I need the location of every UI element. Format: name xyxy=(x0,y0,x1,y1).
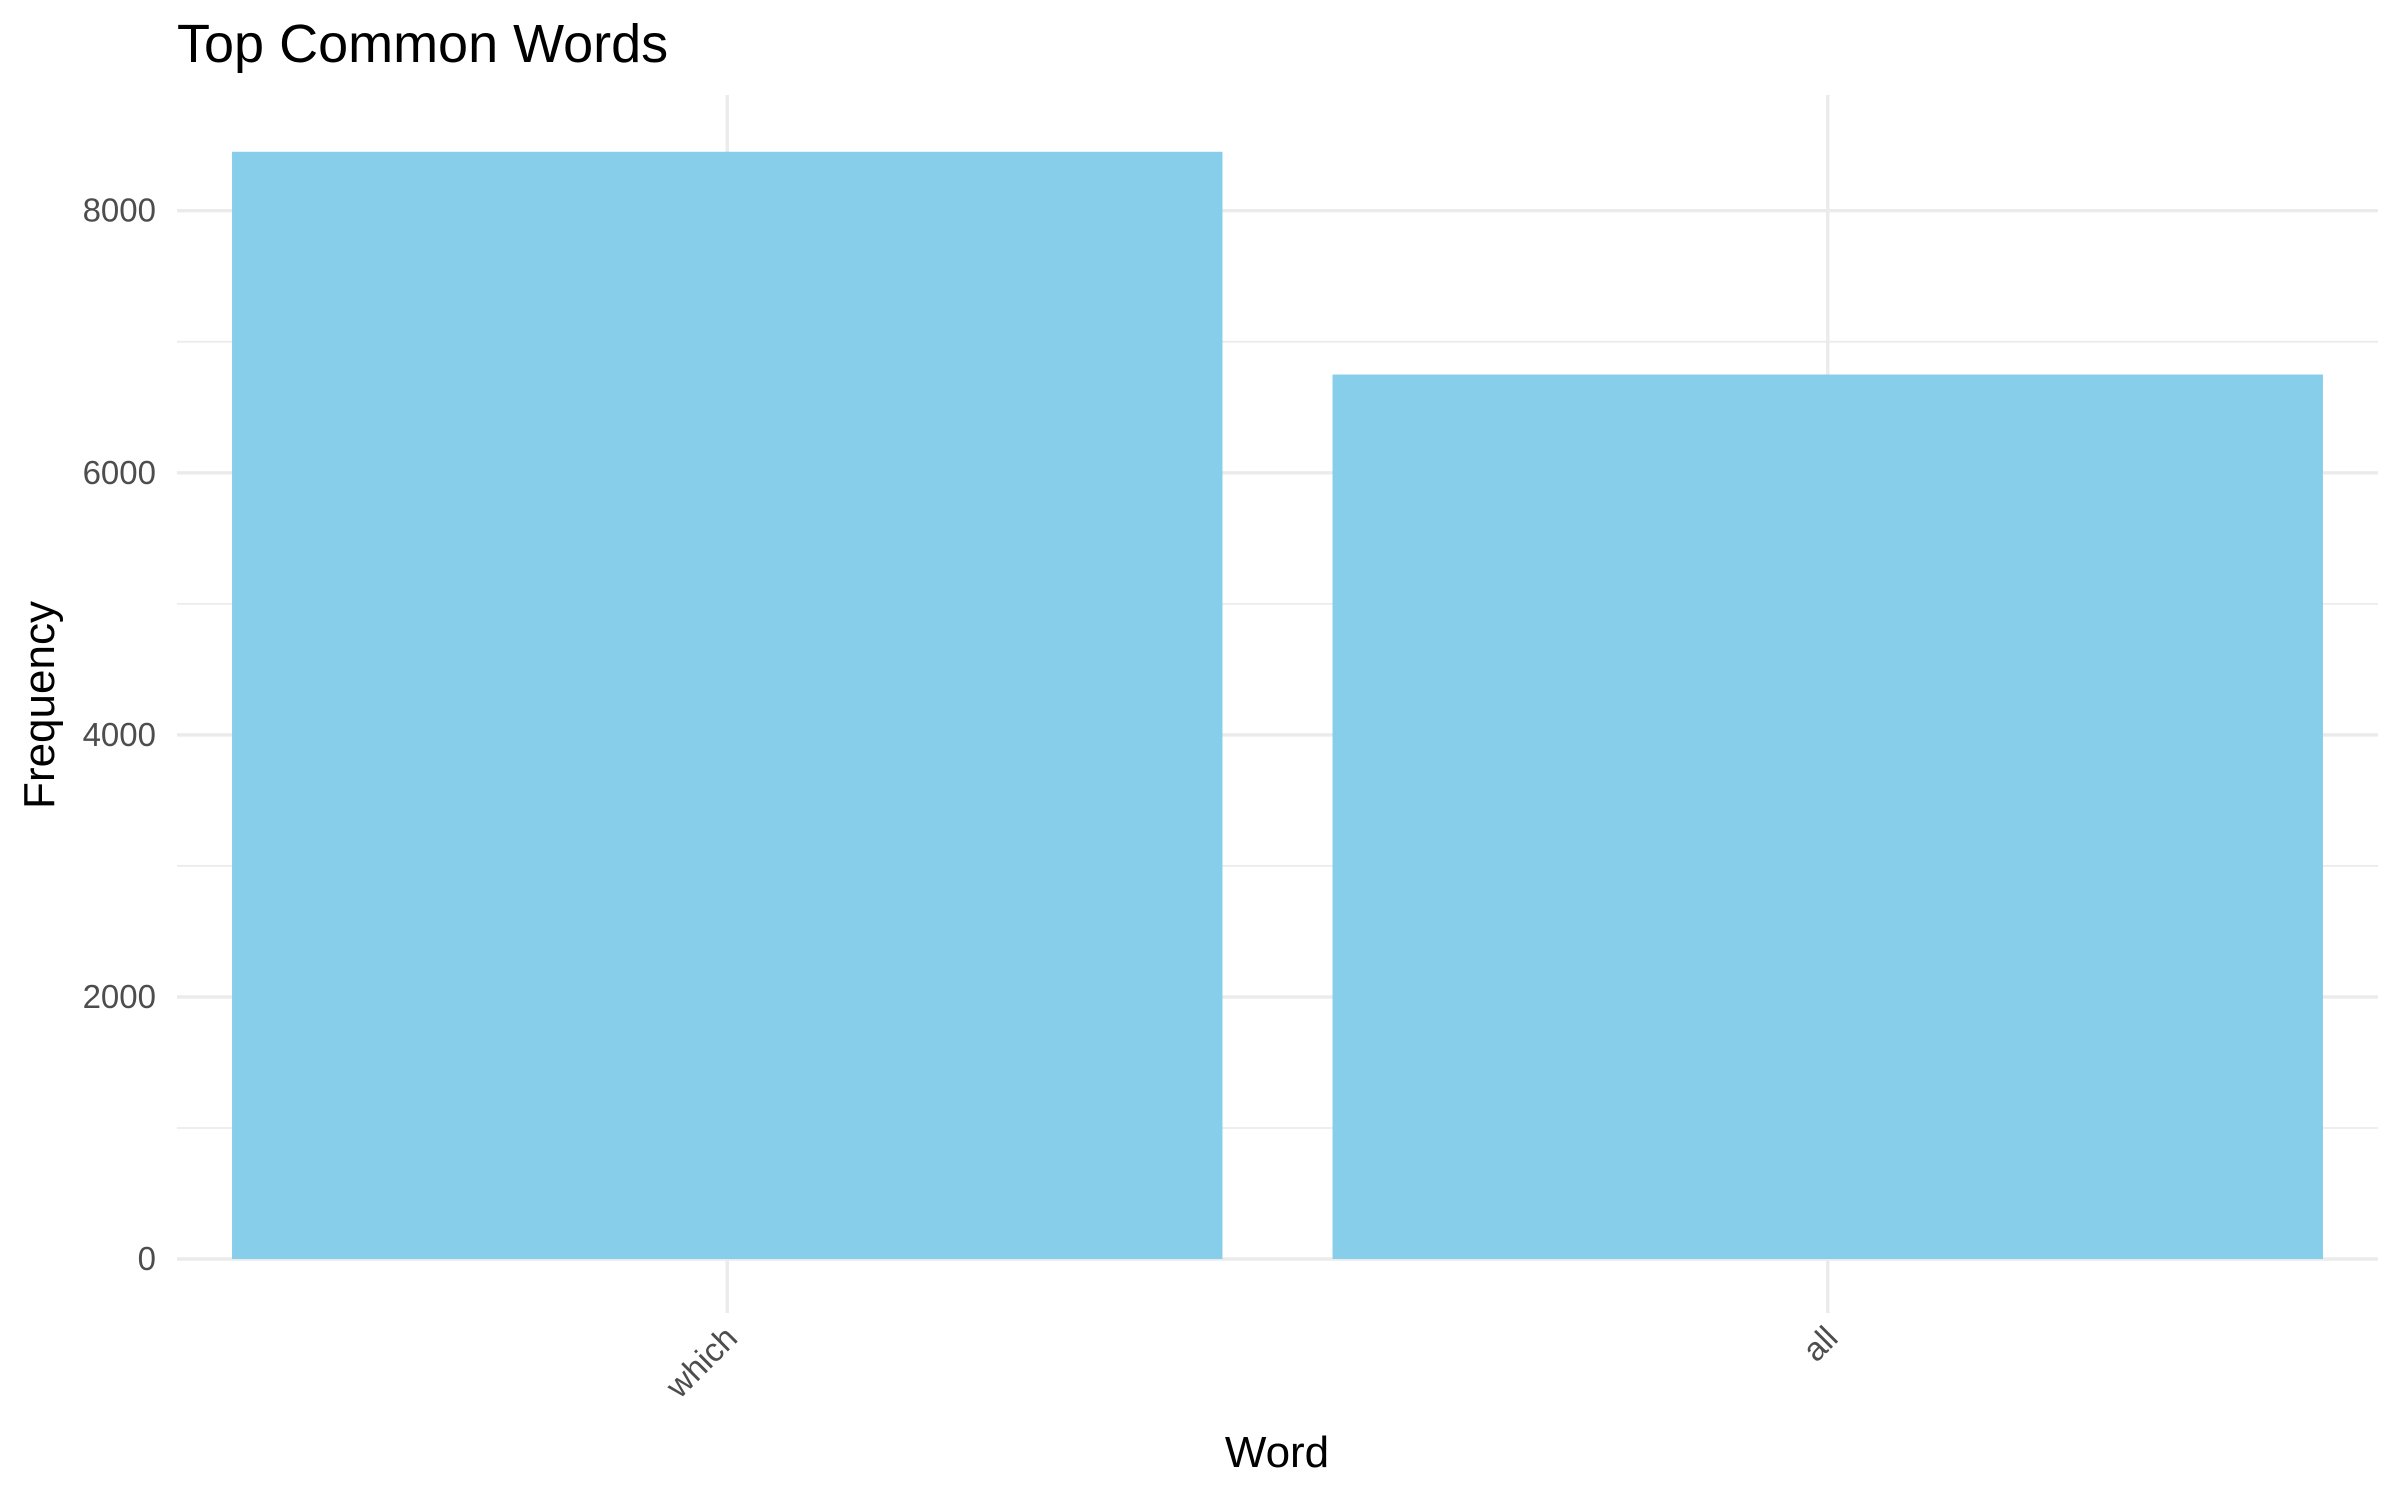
bar-which xyxy=(232,151,1223,1259)
x-axis-tick-labels: which all xyxy=(658,1319,1845,1406)
x-axis-title: Word xyxy=(1225,1428,1329,1477)
x-tick-label: all xyxy=(1795,1319,1845,1369)
y-tick-label: 4000 xyxy=(83,716,156,753)
y-tick-label: 2000 xyxy=(83,978,156,1015)
bars xyxy=(232,151,2323,1259)
chart-title: Top Common Words xyxy=(177,14,668,74)
bar-all xyxy=(1332,374,2323,1259)
y-axis-title: Frequency xyxy=(15,601,64,809)
y-tick-label: 0 xyxy=(138,1240,156,1277)
y-tick-label: 8000 xyxy=(83,192,156,229)
y-axis-tick-labels: 0 2000 4000 6000 8000 xyxy=(83,192,156,1277)
x-tick-label: which xyxy=(658,1319,745,1406)
y-tick-label: 6000 xyxy=(83,454,156,491)
